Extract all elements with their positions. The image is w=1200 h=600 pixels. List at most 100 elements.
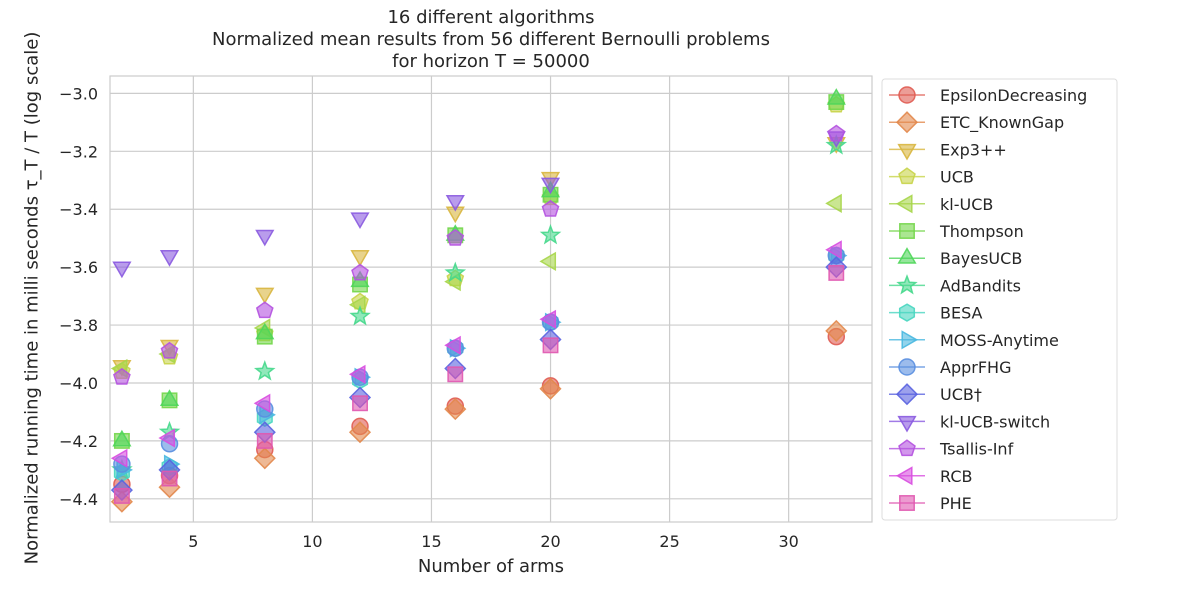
- x-axis: 5 10 15 20 25 30: [188, 532, 799, 551]
- x-tick-label: 20: [540, 532, 560, 551]
- legend-entry: PHE: [889, 494, 972, 513]
- data-point: [444, 261, 467, 283]
- legend-entry: ApprFHG: [889, 358, 1011, 377]
- data-point: [828, 264, 845, 281]
- y-axis: −3.0 −3.2 −3.4 −3.6 −3.8 −4.0 −4.2 −4.4: [59, 84, 98, 508]
- data-point: [447, 366, 464, 383]
- x-axis-label: Number of arms: [417, 556, 565, 577]
- legend-marker: [898, 439, 916, 457]
- data-point: [255, 322, 275, 340]
- data-point: [161, 470, 178, 487]
- x-tick-label: 5: [188, 532, 198, 551]
- legend-marker: [895, 466, 913, 486]
- y-tick-label: −4.0: [59, 374, 98, 393]
- series-15: [113, 264, 845, 504]
- data-point: [112, 429, 132, 447]
- data-point: [255, 287, 275, 305]
- legend-label: EpsilonDecreasing: [940, 86, 1087, 105]
- y-tick-label: −4.4: [59, 490, 98, 509]
- legend-marker: [897, 415, 917, 433]
- y-tick-label: −3.4: [59, 200, 98, 219]
- series-7: [111, 134, 848, 480]
- series-11: [110, 256, 848, 502]
- data-point: [825, 240, 842, 260]
- series-9: [116, 245, 848, 480]
- legend-label: UCB: [940, 168, 974, 187]
- grid: [110, 76, 872, 522]
- series-5: [113, 94, 845, 449]
- series-4: [110, 193, 842, 379]
- data-point: [352, 395, 368, 412]
- data-point: [446, 228, 465, 246]
- legend-entry: ETC_KnownGap: [889, 111, 1064, 134]
- data-point: [348, 421, 372, 444]
- data-point: [351, 263, 369, 281]
- series-2: [112, 137, 846, 377]
- series-3: [113, 95, 846, 379]
- data-point: [113, 487, 130, 504]
- legend-label: Thompson: [939, 222, 1024, 241]
- chart-title-line-2: Normalized mean results from 56 differen…: [212, 29, 770, 50]
- legend-label: ETC_KnownGap: [940, 113, 1064, 133]
- data-point: [539, 377, 562, 400]
- legend-entry: BESA: [889, 303, 983, 323]
- series-1: [110, 319, 848, 513]
- legend-marker: [898, 358, 916, 376]
- data-points: [110, 88, 848, 513]
- legend: EpsilonDecreasing ETC_KnownGap Exp3++ UCB kl…: [881, 78, 1118, 521]
- series-13: [113, 124, 846, 385]
- series-12: [112, 131, 846, 279]
- legend-entry: EpsilonDecreasing: [889, 86, 1087, 105]
- legend-entry: RCB: [889, 466, 972, 486]
- data-point: [827, 124, 846, 142]
- legend-marker: [895, 383, 919, 406]
- data-point: [350, 250, 370, 267]
- legend-label: Tsallis-Inf: [939, 440, 1014, 459]
- plot-frame: [109, 75, 873, 523]
- data-point: [159, 389, 180, 406]
- legend-entry: kl-UCB-switch: [889, 412, 1050, 433]
- legend-marker: [895, 194, 913, 214]
- x-tick-label: 15: [421, 532, 441, 551]
- data-point: [349, 305, 371, 326]
- legend-entry: kl-UCB: [889, 194, 993, 214]
- legend-entry: Tsallis-Inf: [889, 439, 1014, 459]
- legend-label: RCB: [940, 467, 972, 486]
- data-point: [539, 223, 562, 245]
- chart-title-line-1: 16 different algorithms: [387, 7, 595, 28]
- legend-marker: [901, 330, 919, 350]
- data-point: [826, 88, 846, 105]
- data-point: [444, 398, 467, 421]
- data-point: [539, 251, 557, 271]
- y-tick-label: −3.6: [59, 258, 98, 277]
- chart-title-line-3: for horizon T = 50000: [392, 51, 590, 72]
- legend-marker: [895, 111, 919, 134]
- data-point: [113, 367, 131, 385]
- legend-entry: MOSS-Anytime: [889, 330, 1059, 350]
- legend-marker: [899, 223, 915, 239]
- legend-label: kl-UCB: [940, 195, 993, 214]
- legend-entry: UCB: [889, 167, 974, 187]
- legend-box: [881, 78, 1118, 521]
- series-0: [113, 327, 846, 494]
- data-point: [110, 448, 128, 468]
- legend-label: UCB†: [940, 385, 982, 404]
- data-point: [539, 309, 557, 329]
- data-point: [542, 337, 559, 354]
- series-14: [110, 240, 842, 468]
- legend-marker: [897, 143, 917, 161]
- data-point: [825, 193, 842, 213]
- data-point: [350, 212, 370, 230]
- data-point: [444, 335, 461, 356]
- y-tick-label: −3.2: [59, 142, 98, 161]
- legend-label: MOSS-Anytime: [940, 331, 1059, 350]
- legend-marker: [898, 86, 916, 104]
- data-point: [541, 199, 560, 217]
- legend-entry: UCB†: [889, 383, 982, 406]
- data-point: [253, 447, 276, 470]
- legend-entry: Exp3++: [889, 140, 1007, 161]
- x-tick-label: 10: [302, 532, 322, 551]
- data-point: [256, 432, 273, 449]
- data-point: [255, 301, 274, 319]
